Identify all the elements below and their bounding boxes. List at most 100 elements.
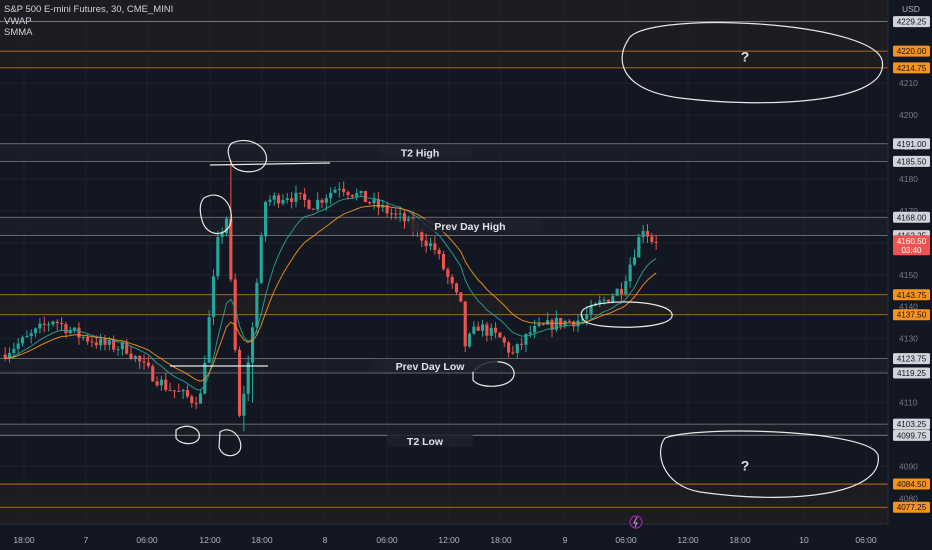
candle-body bbox=[580, 319, 584, 321]
time-tick-label: 12:00 bbox=[199, 535, 221, 545]
candle-body bbox=[316, 199, 320, 210]
candle-body bbox=[333, 189, 337, 193]
candle-body bbox=[12, 348, 16, 354]
candle-body bbox=[281, 199, 285, 204]
candle-body bbox=[216, 237, 220, 277]
candle-body bbox=[168, 389, 172, 391]
candle-body bbox=[259, 236, 263, 283]
price-level-tag bbox=[893, 501, 930, 513]
candle-body bbox=[198, 393, 203, 404]
candle-body bbox=[38, 323, 42, 329]
candle-body bbox=[151, 366, 155, 382]
candle-body bbox=[90, 341, 94, 343]
candle-body bbox=[268, 199, 272, 202]
smma-line bbox=[5, 205, 657, 382]
candle-body bbox=[368, 202, 372, 204]
candle-body bbox=[372, 199, 376, 204]
candle-body bbox=[138, 356, 142, 362]
level-annotation-label: Prev Day Low bbox=[396, 361, 466, 373]
candle-body bbox=[585, 314, 589, 320]
vwap-legend-label[interactable]: VWAP bbox=[4, 15, 32, 27]
candle-body bbox=[485, 324, 489, 336]
spike-high-circle bbox=[199, 194, 232, 234]
time-tick-label: 12:00 bbox=[677, 535, 699, 545]
price-level-tag bbox=[893, 155, 930, 167]
candle-body bbox=[172, 390, 176, 392]
candle-body bbox=[224, 218, 229, 234]
candle-body bbox=[203, 362, 207, 394]
time-tick-label: 12:00 bbox=[438, 535, 460, 545]
time-tick-label: 18:00 bbox=[729, 535, 751, 545]
price-tick-label: 4200 bbox=[899, 110, 918, 120]
price-tick-label: 4090 bbox=[899, 461, 918, 471]
candle-body bbox=[294, 192, 298, 202]
spike-low-circle-2 bbox=[218, 429, 242, 457]
candle-body bbox=[185, 390, 190, 397]
time-tick-label: 18:00 bbox=[13, 535, 35, 545]
smma-legend-label[interactable]: SMMA bbox=[4, 27, 33, 38]
time-tick-label: 8 bbox=[323, 535, 328, 545]
time-tick-label: 10 bbox=[799, 535, 809, 545]
price-level-tag-text: 4229.25 bbox=[897, 18, 927, 27]
price-level-tag-text: 4084.50 bbox=[897, 480, 927, 489]
price-tick-label: 4080 bbox=[899, 493, 918, 503]
candle-body bbox=[285, 198, 289, 200]
level-annotation-label: T2 High bbox=[401, 147, 440, 159]
candle-body bbox=[303, 193, 307, 201]
symbol-title[interactable]: S&P 500 E-mini Futures, 30, CME_MINI bbox=[4, 4, 174, 15]
target-zone-upper-ellipse bbox=[621, 21, 883, 104]
price-level-tag bbox=[893, 45, 930, 57]
candle-body bbox=[507, 342, 511, 353]
candle-body bbox=[211, 276, 216, 318]
price-level-tag bbox=[893, 138, 930, 150]
candle-body bbox=[181, 390, 185, 392]
candle-body bbox=[120, 342, 124, 350]
candle-body bbox=[55, 321, 59, 324]
annotation-bg bbox=[387, 433, 473, 447]
price-level-tag-text: 4119.25 bbox=[897, 369, 926, 378]
candle-body bbox=[103, 338, 107, 345]
candle-body bbox=[402, 213, 407, 222]
candle-body bbox=[459, 292, 463, 302]
candle-body bbox=[164, 379, 168, 390]
candle-body bbox=[7, 353, 12, 359]
annotation-bg bbox=[372, 358, 498, 372]
candle-body bbox=[246, 362, 250, 394]
candle-body bbox=[650, 236, 654, 242]
candle-body bbox=[311, 208, 315, 210]
candle-body bbox=[255, 282, 259, 328]
candle-body bbox=[337, 188, 341, 190]
candle-body bbox=[481, 324, 485, 331]
price-level-tag-text: 4123.75 bbox=[897, 355, 927, 364]
price-level-tag bbox=[893, 309, 930, 321]
question-mark-label: ? bbox=[741, 49, 750, 65]
candle-body bbox=[81, 336, 85, 338]
question-mark-label: ? bbox=[741, 457, 750, 473]
candle-body bbox=[290, 198, 294, 202]
candle-body bbox=[33, 328, 38, 334]
price-level-tag bbox=[893, 289, 930, 301]
candle-body bbox=[498, 332, 502, 338]
candle-body bbox=[489, 327, 493, 336]
candle-body bbox=[524, 333, 528, 345]
candle-body bbox=[454, 283, 459, 293]
candle-body bbox=[598, 300, 602, 304]
candle-body bbox=[159, 379, 163, 386]
price-scale-background bbox=[888, 0, 932, 550]
candle-body bbox=[112, 340, 116, 350]
candle-body bbox=[572, 321, 576, 327]
candle-body bbox=[307, 200, 311, 209]
price-level-tag-text: 4099.75 bbox=[897, 431, 927, 440]
candle-body bbox=[476, 326, 480, 331]
candle-body bbox=[264, 201, 268, 237]
candle-body bbox=[359, 190, 363, 194]
lightning-bolt-icon bbox=[633, 516, 638, 528]
candle-body bbox=[129, 353, 133, 359]
candle-body bbox=[272, 195, 276, 200]
candle-body bbox=[107, 340, 111, 345]
candle-body bbox=[541, 323, 545, 325]
candle-body bbox=[329, 192, 333, 199]
candle-body bbox=[116, 349, 120, 351]
candle-body bbox=[624, 281, 628, 294]
